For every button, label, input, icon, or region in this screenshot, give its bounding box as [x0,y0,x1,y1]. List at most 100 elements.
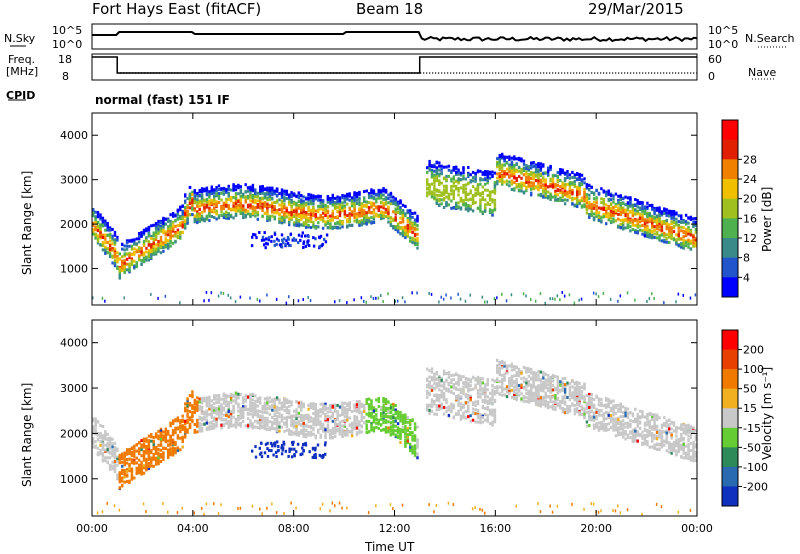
echo-cell [488,170,492,174]
echo-cell [592,191,596,195]
echo-cell [232,424,235,428]
echo-cell [302,242,305,246]
echo-cell [106,240,109,244]
echo-cell [184,220,187,223]
echo-cell [254,406,257,410]
echo-cell [646,220,649,224]
echo-cell [513,169,516,173]
echo-cell [213,216,216,219]
echo-cell [677,232,680,236]
echo-cell [147,242,151,246]
echo-cell [321,199,325,203]
echo-cell [319,207,322,211]
echo-cell [520,171,523,175]
echo-cell [542,195,545,199]
echo-cell [263,416,267,420]
echo-cell [580,179,584,183]
echo-cell [246,412,250,416]
echo-cell [413,218,417,222]
echo-cell [104,222,107,226]
echo-cell [138,447,141,451]
echo-cell [128,448,131,451]
echo-cell [363,215,366,219]
echo-cell [288,200,291,204]
echo-cell [438,198,441,201]
echo-cell [290,205,293,209]
echo-cell [406,216,409,220]
echo-cell [537,193,540,197]
echo-cell [578,173,581,177]
echo-cell [154,458,158,462]
echo-cell [334,206,337,210]
echo-cell [350,204,354,208]
echo-cell [401,209,405,213]
echo-cell [367,206,371,210]
echo-cell [188,423,192,427]
echo-cell [445,189,448,193]
echo-cell [619,202,622,206]
echo-cell [147,445,151,449]
echo-cell [462,200,465,204]
echo-cell [360,208,363,212]
echo-cell [142,437,146,441]
echo-cell [159,431,163,435]
echo-cell [498,155,501,159]
echo-cell [254,195,257,199]
echo-cell [147,464,151,468]
echo-cell [217,192,221,195]
echo-cell [305,215,308,219]
echo-cell [130,470,134,474]
echo-cell [445,293,447,297]
echo-cell [622,210,625,214]
echo-cell [193,190,196,194]
echo-cell [433,193,436,197]
echo-cell [440,167,443,171]
echo-cell [491,175,494,178]
echo-cell [140,234,143,238]
echo-cell [573,176,576,180]
echo-cell [522,173,526,177]
echo-cell [508,180,511,184]
echo-cell [338,222,342,226]
echo-cell [525,172,528,176]
echo-cell [527,183,530,187]
echo-cell [229,207,233,211]
echo-cell [196,424,199,428]
echo-cell [440,202,443,206]
echo-cell [179,436,182,440]
echo-cell [680,237,683,241]
echo-cell [150,433,153,436]
echo-cell [171,438,175,442]
echo-cell [251,413,255,417]
echo-cell [113,504,116,508]
echo-cell [580,297,583,301]
echo-cell [355,218,359,222]
echo-cell [626,208,630,212]
freq-tick-top: 18 [58,53,72,66]
echo-cell [619,211,622,215]
echo-cell [457,201,460,205]
echo-cell [501,166,504,170]
echo-cell [273,192,276,196]
echo-cell [317,216,320,220]
echo-cell [585,186,589,190]
echo-cell [186,197,189,201]
echo-cell [409,209,412,213]
echo-cell [147,441,151,445]
echo-cell [663,212,666,215]
echo-cell [130,458,134,462]
echo-cell [629,210,632,213]
echo-cell [544,194,547,197]
echo-cell [387,220,390,224]
echo-cell [157,231,160,235]
echo-cell [481,192,484,196]
echo-cell [653,208,656,212]
echo-cell [595,201,598,205]
echo-cell [237,200,240,203]
echo-cell [677,237,680,241]
echo-cell [184,409,187,413]
echo-cell [380,211,383,215]
echo-cell [200,214,204,218]
echo-cell [319,194,322,198]
echo-cell [617,299,619,303]
